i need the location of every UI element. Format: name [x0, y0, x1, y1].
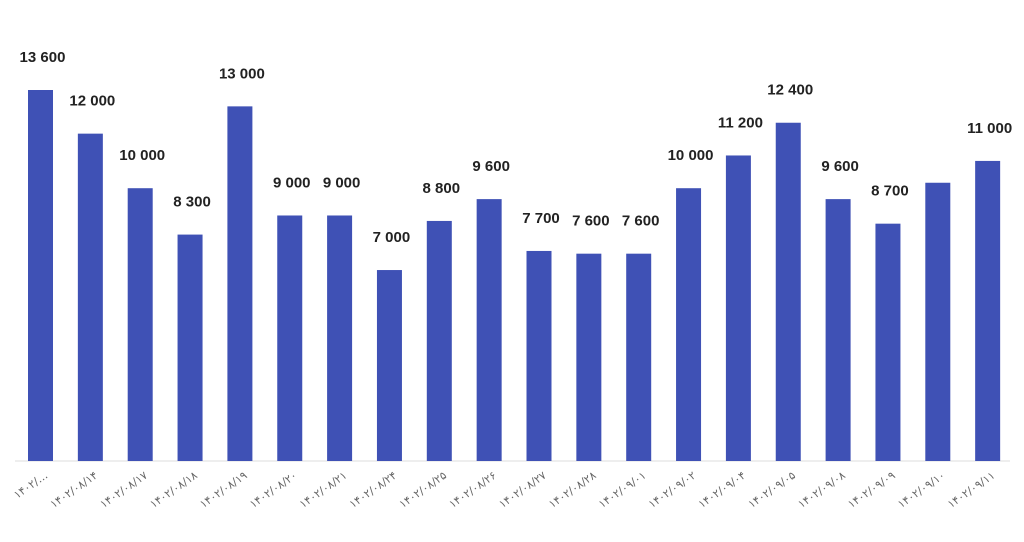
bar [775, 122, 801, 461]
data-label: 8 700 [871, 183, 909, 200]
bar [227, 106, 253, 461]
x-tick-label: ۱۴۰۲/۰۸/۲۱ [297, 469, 349, 511]
bar [177, 234, 203, 461]
data-label: 10 000 [119, 147, 165, 164]
x-tick-label: ۱۴۰۲/۰۸/۲۸ [546, 469, 598, 511]
bar [725, 155, 751, 461]
bar [626, 253, 652, 461]
data-label: 7 600 [622, 213, 660, 230]
x-tick-label: ۱۴۰۲/۰۸/۲۴ [347, 469, 399, 511]
x-tick-label: ۱۴۰۲/۰۸/۲۷ [496, 469, 548, 511]
bar [28, 90, 53, 461]
data-label: 9 000 [323, 174, 361, 191]
x-tick-label: ۱۴۰۲/۰۸/۱۹ [197, 469, 249, 511]
x-tick-label: ۱۴۰۲/۰۹/۰۴ [696, 469, 748, 511]
data-label: 7 600 [572, 213, 610, 230]
x-tick-label: ۱۴۰۲/۰۸/۲۵ [397, 469, 449, 511]
bar [526, 250, 552, 461]
x-tick-label: ۱۴۰۲/… [11, 469, 50, 502]
data-label: 9 600 [472, 158, 510, 175]
bar [77, 133, 103, 461]
x-tick-label: ۱۴۰۲/۰۹/۰۸ [796, 469, 848, 511]
x-tick-label: ۱۴۰۲/۰۹/۰۲ [646, 469, 698, 511]
data-label: 7 000 [373, 229, 411, 246]
data-label: 10 000 [668, 147, 714, 164]
bar [875, 223, 901, 461]
bar [975, 160, 1001, 462]
data-label: 11 200 [718, 114, 763, 131]
bar [277, 215, 303, 461]
bar [127, 188, 153, 462]
bar [376, 270, 402, 461]
data-label: 13 000 [219, 65, 265, 82]
bar [476, 199, 502, 461]
x-tick-label: ۱۴۰۲/۰۹/۰۵ [746, 469, 798, 511]
data-label: 12 400 [767, 82, 813, 99]
bar [426, 220, 452, 461]
data-label: 12 000 [69, 93, 115, 110]
x-tick-label: ۱۴۰۲/۰۸/۱۷ [98, 469, 150, 511]
bar [327, 215, 353, 461]
data-label: 8 300 [173, 194, 211, 211]
x-tick-label: ۱۴۰۲/۰۸/۱۴ [48, 469, 100, 511]
x-tick-label: ۱۴۰۲/۰۹/۰۱ [596, 469, 648, 511]
data-label: 8 800 [423, 180, 461, 197]
data-label: 13 600 [20, 49, 66, 66]
x-tick-label: ۱۴۰۲/۰۹/۱۱ [945, 469, 997, 511]
data-label: 11 000 [967, 120, 1012, 137]
bar [576, 253, 602, 461]
x-tick-label: ۱۴۰۲/۰۸/۱۸ [148, 469, 200, 511]
data-label: 7 700 [522, 210, 560, 227]
bar [676, 188, 702, 462]
x-tick-label: ۱۴۰۲/۰۹/۱۰ [895, 469, 947, 511]
data-label: 9 000 [273, 174, 311, 191]
x-tick-label: ۱۴۰۲/۰۸/۲۶ [447, 469, 499, 511]
bar [825, 199, 851, 461]
x-tick-label: ۱۴۰۲/۰۸/۲۰ [247, 469, 299, 511]
bar [925, 182, 951, 461]
x-tick-label: ۱۴۰۲/۰۹/۰۹ [845, 469, 897, 511]
data-label: 9 600 [821, 158, 859, 175]
